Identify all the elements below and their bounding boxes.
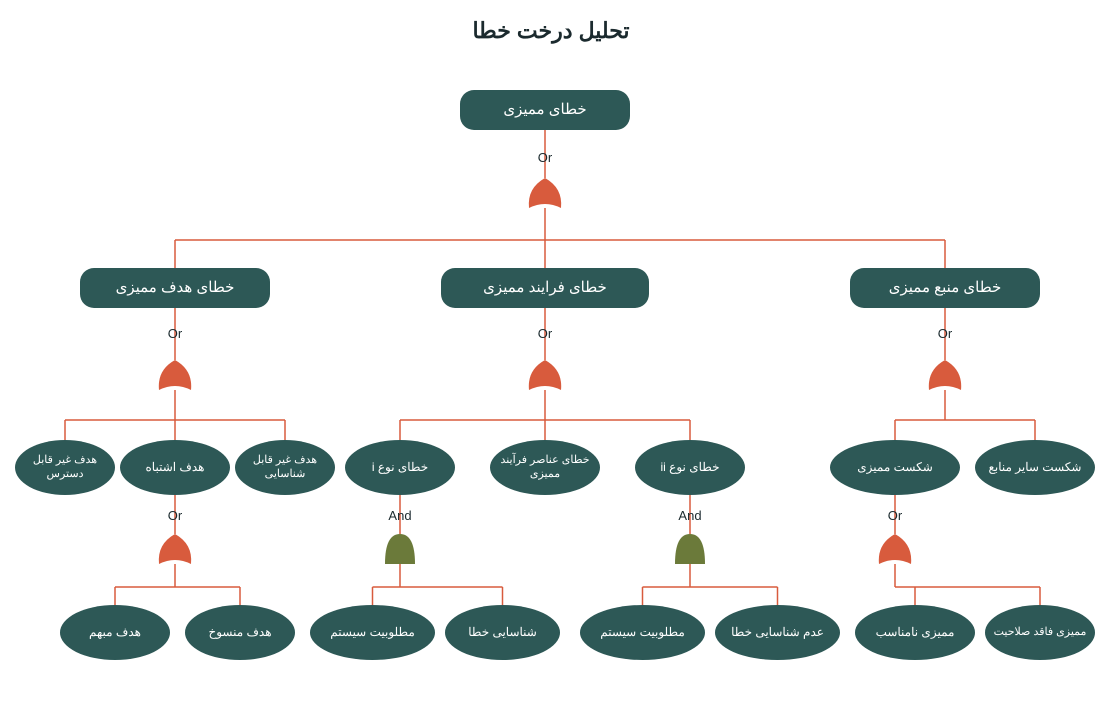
gate-gate_goal [159,360,191,390]
node-g2a: هدف مبهم [60,605,170,660]
gate-gate_proc [529,360,561,390]
gate-label-gate_root: Or [538,150,552,165]
gate-label-gate_s1: Or [888,508,902,523]
node-g2b: هدف منسوخ [185,605,295,660]
gate-gate_s1 [879,534,911,564]
node-p1a: مطلوبیت سیستم [310,605,435,660]
node-p3: خطای نوع ii [635,440,745,495]
node-src: خطای منبع ممیزی [850,268,1040,308]
node-s1a: ممیزی نامناسب [855,605,975,660]
gate-label-gate_src: Or [938,326,952,341]
node-root: خطای ممیزی [460,90,630,130]
node-s1b: ممیزی فاقد صلاحیت [985,605,1095,660]
gate-gate_src [929,360,961,390]
node-p2: خطای عناصر فرآیند ممیزی [490,440,600,495]
node-p1: خطای نوع i [345,440,455,495]
gate-gate_p3 [675,534,705,564]
gate-label-gate_goal: Or [168,326,182,341]
node-p1b: شناسایی خطا [445,605,560,660]
node-p3b: عدم شناسایی خطا [715,605,840,660]
node-proc: خطای فرایند ممیزی [441,268,649,308]
node-g3: هدف غیر قابل شناسایی [235,440,335,495]
gate-gate_p1 [385,534,415,564]
node-p3a: مطلوبیت سیستم [580,605,705,660]
fault-tree-diagram: تحلیل درخت خطا خطای ممیزی خطای هدف ممیزی خ… [0,0,1102,725]
node-s2: شکست سایر منابع [975,440,1095,495]
gate-label-gate_p1: And [388,508,411,523]
gate-label-gate_g2: Or [168,508,182,523]
node-g2: هدف اشتباه [120,440,230,495]
gate-gate_root [529,178,561,208]
gate-label-gate_proc: Or [538,326,552,341]
diagram-title: تحلیل درخت خطا [0,18,1102,44]
gate-label-gate_p3: And [678,508,701,523]
node-s1: شکست ممیزی [830,440,960,495]
gate-gate_g2 [159,534,191,564]
node-g1: هدف غیر قابل دسترس [15,440,115,495]
node-goal: خطای هدف ممیزی [80,268,270,308]
